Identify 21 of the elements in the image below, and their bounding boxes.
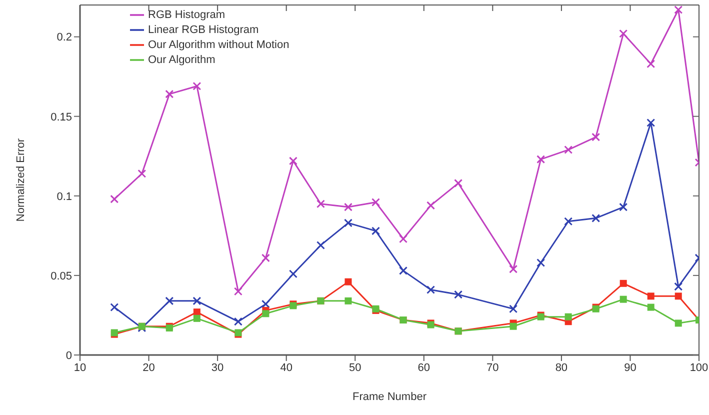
text: RGB Histogram xyxy=(148,9,226,21)
legend-label: Our Algorithm xyxy=(148,54,216,66)
x-tick-label: 80 xyxy=(555,362,568,374)
legend-label: Our Algorithm without Motion xyxy=(148,39,290,51)
y-tick-label: 0.15 xyxy=(50,111,72,124)
legend-label: Linear RGB Histogram xyxy=(148,24,259,36)
x-tick-label: 60 xyxy=(418,362,430,374)
x-tick-label: 90 xyxy=(624,362,636,374)
x-tick-label: 30 xyxy=(211,362,224,374)
x-tick-label: 40 xyxy=(280,362,292,374)
x-tick-label: 70 xyxy=(486,362,499,374)
y-tick-label: 0.2 xyxy=(56,32,72,44)
y-tick-label: 0.1 xyxy=(56,190,72,203)
x-tick-label: 10 xyxy=(74,362,86,374)
y-tick-label: 0 xyxy=(66,350,72,362)
x-tick-label: 20 xyxy=(142,362,155,374)
y-tick-label: 0.05 xyxy=(50,270,72,282)
x-axis-title: Frame Number xyxy=(352,391,427,403)
y-axis-title: Normalized Error xyxy=(14,138,27,222)
x-tick-label: 50 xyxy=(348,362,362,374)
x-tick-label: 100 xyxy=(690,362,708,374)
